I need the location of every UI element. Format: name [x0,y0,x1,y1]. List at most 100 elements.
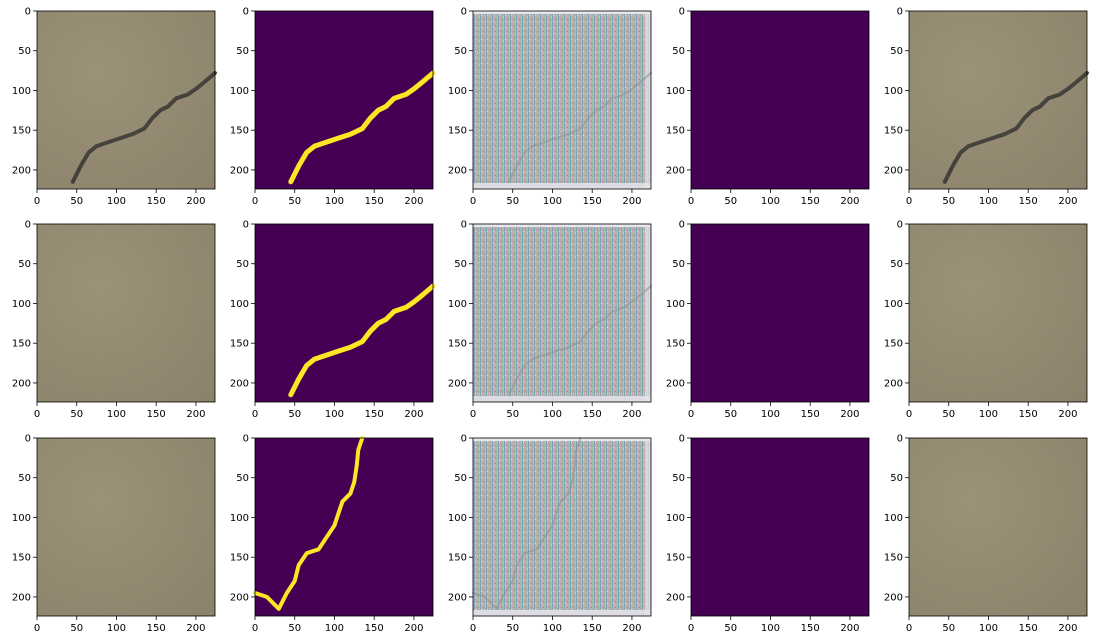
panel-r3-c4: 0 50 100 150 200 0 50 100 150 200 [666,434,870,634]
y-tick-label: 0 [897,434,903,445]
x-tick-label: 0 [34,196,40,207]
y-tick-label: 0 [25,434,31,445]
x-tick-label: 0 [252,196,258,207]
x-tick-label: 0 [470,409,476,420]
x-tick-label: 200 [622,409,641,420]
x-tick-label: 200 [1058,196,1077,207]
noise-image [473,224,651,402]
x-tick-label: 200 [404,623,423,634]
photo-image [37,11,215,189]
y-tick-label: 200 [884,378,903,389]
x-tick-label: 0 [34,409,40,420]
y-tick-label: 50 [890,259,903,270]
x-tick-label: 100 [979,409,998,420]
y-tick-label: 50 [454,259,467,270]
x-tick-label: 50 [506,623,519,634]
y-tick-label: 0 [461,434,467,445]
y-tick-label: 150 [666,126,685,137]
panel-r1-c4: 0 50 100 150 200 0 50 100 150 200 [666,7,870,207]
y-tick-label: 150 [448,339,467,350]
x-tick-label: 0 [34,623,40,634]
panel-r3-c1: 0 50 100 150 200 0 50 100 150 200 [12,434,216,634]
y-tick-label: 50 [18,259,31,270]
y-tick-label: 100 [884,299,903,310]
y-tick-label: 0 [897,220,903,231]
y-tick-label: 0 [243,220,249,231]
x-tick-label: 50 [70,409,83,420]
y-tick-label: 150 [230,339,249,350]
x-tick-label: 200 [622,623,641,634]
x-tick-label: 200 [1058,409,1077,420]
x-tick-label: 200 [1058,623,1077,634]
y-tick-label: 200 [12,165,31,176]
x-tick-label: 0 [252,409,258,420]
photo-image [909,438,1087,616]
x-tick-label: 100 [107,623,126,634]
noise-image [473,438,651,616]
x-tick-label: 0 [470,196,476,207]
y-tick-label: 100 [666,513,685,524]
crack-line [70,71,217,184]
y-tick-label: 200 [448,165,467,176]
y-tick-label: 200 [448,592,467,603]
photo-image [37,438,215,616]
x-tick-label: 150 [147,196,166,207]
photo-image [909,11,1087,189]
mask-image [255,224,433,402]
x-tick-label: 200 [622,196,641,207]
x-tick-label: 150 [1019,196,1038,207]
y-tick-label: 0 [461,7,467,18]
y-tick-label: 0 [679,7,685,18]
y-tick-label: 50 [890,46,903,57]
y-tick-label: 150 [666,553,685,564]
x-tick-label: 150 [365,409,384,420]
x-tick-label: 50 [942,409,955,420]
y-tick-label: 150 [12,339,31,350]
y-tick-label: 200 [12,592,31,603]
panel-r1-c5: 0 50 100 150 200 0 50 100 150 200 [884,7,1089,207]
blank-image [691,438,869,616]
crack-line [288,283,436,398]
x-tick-label: 100 [979,623,998,634]
y-tick-label: 50 [454,46,467,57]
y-tick-label: 100 [12,513,31,524]
y-tick-label: 0 [25,220,31,231]
y-tick-label: 100 [230,513,249,524]
y-tick-label: 50 [18,473,31,484]
x-tick-label: 150 [1019,623,1038,634]
panel-r2-c4: 0 50 100 150 200 0 50 100 150 200 [666,220,870,420]
y-tick-label: 0 [461,220,467,231]
photo-image [37,224,215,402]
panel-r2-c2: 0 50 100 150 200 0 50 100 150 200 [230,220,436,420]
y-tick-label: 200 [666,165,685,176]
y-tick-label: 50 [236,473,249,484]
x-tick-label: 150 [583,196,602,207]
y-tick-label: 100 [666,86,685,97]
x-tick-label: 100 [979,196,998,207]
x-tick-label: 0 [688,196,694,207]
y-tick-label: 150 [230,126,249,137]
y-tick-label: 0 [679,220,685,231]
x-tick-label: 200 [404,196,423,207]
x-tick-label: 200 [186,196,205,207]
crack-line [942,71,1089,184]
x-tick-label: 150 [801,409,820,420]
panel-r1-c3: 0 50 100 150 200 0 50 100 150 200 [448,7,652,207]
x-tick-label: 100 [107,409,126,420]
x-tick-label: 150 [583,409,602,420]
y-tick-label: 100 [448,513,467,524]
x-tick-label: 200 [840,409,859,420]
x-tick-label: 200 [404,409,423,420]
y-tick-label: 100 [230,299,249,310]
x-tick-label: 100 [325,409,344,420]
y-tick-label: 200 [12,378,31,389]
crack-line [253,436,365,611]
y-tick-label: 200 [884,165,903,176]
x-tick-label: 150 [801,196,820,207]
y-tick-label: 200 [448,378,467,389]
panel-r3-c5: 0 50 100 150 200 0 50 100 150 200 [884,434,1088,634]
y-tick-label: 0 [243,434,249,445]
y-tick-label: 150 [12,126,31,137]
